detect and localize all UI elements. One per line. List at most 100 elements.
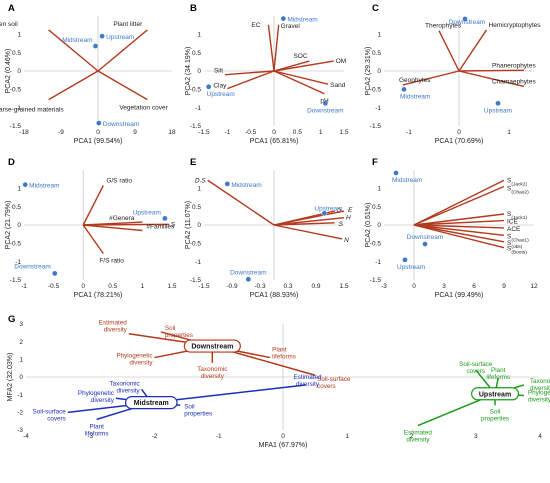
mfa-variable-label-line: Phylogenetic: [116, 353, 152, 360]
mfa-variable-label-line: Taxonomic: [530, 378, 550, 385]
sample-label: Midstream: [392, 177, 422, 184]
sample-point: [322, 100, 329, 107]
sample-point: [162, 215, 168, 222]
mfa-variable-label-line: diversity: [104, 327, 128, 334]
x-axis-label: PCA1 (99.49%): [435, 292, 484, 299]
mfa-variable-label-line: properties: [481, 415, 509, 422]
y-tick-label: 0: [197, 222, 201, 229]
mfa-variable-label-line: covers: [466, 368, 485, 375]
x-tick-label: -18: [19, 129, 29, 136]
loading-vector: [227, 70, 275, 90]
mfa-variable-label-line: diversity: [117, 387, 141, 394]
mfa-variable-label-line: lifeforms: [272, 354, 296, 361]
loading-vector: [413, 224, 505, 243]
sample-point: [393, 170, 399, 176]
sample-point: [321, 210, 328, 217]
mfa-variable-label: Plant lifeforms: [272, 347, 296, 361]
y-tick-label: 1: [377, 32, 381, 39]
x-tick-label: 0: [457, 129, 461, 136]
y-tick-label: 1: [197, 32, 201, 39]
loading-label: ICE: [507, 219, 519, 226]
x-tick-label: 1: [345, 433, 349, 440]
loading-vector: [413, 179, 505, 226]
sample-point: [401, 86, 407, 93]
x-tick-label: -0.3: [254, 283, 266, 290]
loading-label: ACE: [507, 226, 521, 233]
y-tick-label: -1: [375, 259, 381, 266]
y-tick-label: 0: [377, 68, 381, 75]
mfa-variable-label-line: Soil-surface: [459, 361, 493, 368]
mfa-variable-label-line: Plant: [89, 423, 104, 430]
loading-label-subscript: (Boots): [511, 249, 527, 255]
sample-label: Midstream: [400, 93, 430, 100]
sample-point: [92, 43, 99, 49]
mfa-variable-label: Soil properties: [184, 403, 212, 417]
mfa-group-center-box: [183, 339, 241, 353]
mfa-group-label: Midstream: [134, 400, 169, 407]
sample-label: Downstream: [449, 19, 485, 26]
loading-vector: [83, 224, 143, 232]
y-axis-label: PCA2 (11.07%): [185, 201, 192, 249]
panel-F: -3 0 3 6 9 12 1 0.5 0 -0.5 -1 -1.5 PCA1 (99.49%) PCA2…: [365, 157, 538, 299]
loading-label: Phanerophytes: [492, 62, 536, 69]
loading-label: Geophytes: [399, 77, 431, 84]
loading-vector: [413, 224, 505, 249]
x-tick-label: 0: [272, 129, 276, 136]
y-tick-label: -0.5: [10, 241, 22, 248]
sample-label: Upstream: [207, 91, 235, 98]
loading-label: F/S ratio: [99, 258, 124, 265]
x-axis-label: PCA1 (88.93%): [250, 292, 299, 299]
mfa-variable-label-line: Taxonomic: [110, 380, 140, 387]
loading-vector: [273, 24, 280, 72]
loading-label: S(Jack1): [507, 211, 527, 221]
mfa-variable-label-line: Plant: [272, 347, 287, 354]
mfa-group-center-box: [124, 396, 178, 410]
loading-label: S(Chao1): [507, 233, 529, 243]
y-tick-label: -1.5: [190, 277, 202, 284]
mfa-variable-label: Estimated diversity: [293, 374, 321, 388]
mfa-variable-label-line: diversity: [530, 385, 550, 392]
x-tick-label: -1: [406, 129, 412, 136]
x-axis-label: PCA1 (78.21%): [74, 292, 123, 299]
sample-label: Upstream: [133, 209, 161, 216]
x-tick-label: -3: [87, 433, 93, 440]
mfa-variable-label: Plant lifeforms: [486, 367, 510, 381]
panel-C: -1 0 1 1 0.5 0 -0.5 -1 -1.5 PCA1 (70.69%) PCA2 (29…: [365, 3, 541, 145]
loading-label: SOC: [293, 53, 307, 60]
sample-point: [495, 100, 501, 107]
y-tick-label: -3: [17, 427, 23, 434]
mfa-variable-label-line: lifeforms: [85, 430, 109, 437]
loading-vector: [273, 60, 334, 72]
loading-vector: [413, 213, 505, 226]
sample-label: Midstream: [287, 17, 317, 24]
y-tick-label: 0.5: [192, 204, 201, 211]
loading-label: Therophytes: [425, 23, 462, 30]
mfa-variable-label-line: Plant: [491, 367, 506, 374]
loading-vector: [48, 70, 99, 101]
x-tick-label: -0.5: [48, 283, 60, 290]
x-tick-label: 4: [538, 433, 542, 440]
x-tick-label: 1.5: [167, 283, 176, 290]
y-axis-label: PCA2 (0.46%): [5, 49, 12, 94]
y-axis-label: PCA2 (21.79%): [5, 201, 12, 250]
y-tick-label: -1: [15, 259, 21, 266]
mfa-variable-label-line: Phylogenetic: [528, 390, 550, 397]
mfa-variable-label-line: Taxonomic: [197, 366, 227, 373]
y-tick-label: 0: [197, 68, 201, 75]
y-tick-label: -0.5: [10, 87, 22, 94]
mfa-variable-label-line: covers: [47, 415, 66, 422]
loading-vector: [413, 185, 505, 226]
panel-label: C: [372, 3, 379, 14]
loading-vector: [273, 70, 329, 85]
loading-label-subscript: (Chao1): [511, 237, 529, 243]
y-tick-label: -0.5: [190, 241, 202, 248]
loading-label: H: [346, 215, 351, 222]
x-tick-label: -3: [381, 283, 387, 290]
loading-vector: [458, 29, 488, 72]
y-tick-label: 1: [19, 357, 23, 364]
y-tick-label: 1: [17, 186, 21, 193]
x-tick-label: 0.5: [293, 129, 302, 136]
loading-vector: [48, 29, 99, 72]
y-tick-label: -1.5: [190, 123, 202, 130]
